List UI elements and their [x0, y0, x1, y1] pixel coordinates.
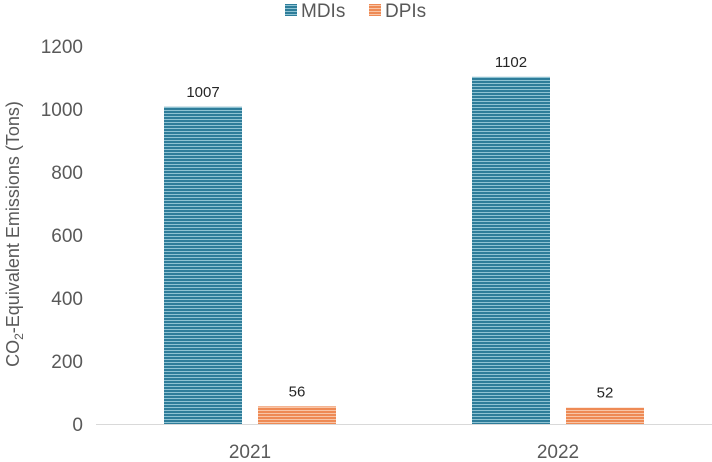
bar-mdis-2022 [472, 76, 550, 425]
bar-dpis-2022 [566, 407, 644, 424]
y-tick-label-200: 200 [51, 352, 83, 373]
data-label-dpis-2021: 56 [289, 383, 306, 400]
y-tick-label-1000: 1000 [41, 100, 83, 121]
data-label-mdis-2022: 1102 [495, 54, 527, 71]
y-tick-label-0: 0 [72, 415, 83, 436]
legend-swatch-mdis [285, 4, 297, 16]
y-axis-label-sub: 2 [12, 333, 26, 340]
legend: MDIs DPIs [285, 1, 426, 22]
y-axis-label: CO2-Equivalent Emissions (Tons) [3, 101, 26, 367]
y-tick-label-400: 400 [51, 289, 83, 310]
data-label-dpis-2022: 52 [597, 385, 614, 402]
bars: 1007 56 1102 52 [164, 54, 644, 425]
x-tick-label-2021: 2021 [229, 442, 271, 462]
y-axis-label-rest: -Equivalent Emissions (Tons) [3, 101, 23, 333]
bar-mdis-2021 [164, 106, 242, 425]
y-tick-label-1200: 1200 [41, 37, 83, 58]
x-tick-label-2022: 2022 [537, 442, 579, 462]
y-axis-label-main: CO [3, 340, 23, 367]
bar-dpis-2021 [258, 406, 336, 424]
y-axis-ticks: 0 200 400 600 800 1000 1200 [41, 37, 83, 436]
legend-swatch-dpis [369, 4, 381, 16]
legend-label-mdis: MDIs [301, 1, 345, 22]
legend-label-dpis: DPIs [385, 1, 426, 22]
y-tick-label-800: 800 [51, 163, 83, 184]
x-axis-ticks: 2021 2022 [229, 442, 579, 462]
data-label-mdis-2021: 1007 [186, 84, 219, 101]
y-tick-label-600: 600 [51, 226, 83, 247]
